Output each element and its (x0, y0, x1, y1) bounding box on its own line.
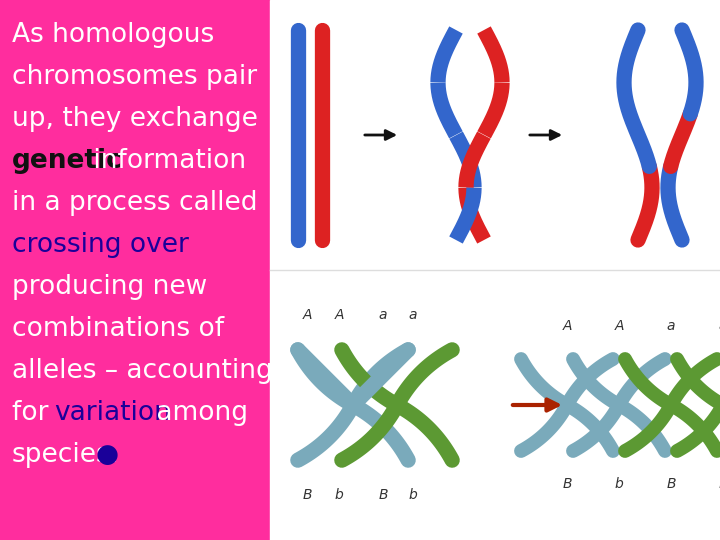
Text: alleles – accounting: alleles – accounting (12, 358, 273, 384)
Text: B: B (666, 477, 676, 491)
Text: information: information (85, 148, 246, 174)
Text: B: B (302, 488, 312, 502)
Text: ●: ● (96, 442, 119, 468)
Text: b: b (409, 488, 418, 502)
Text: variation: variation (54, 400, 171, 426)
Text: A: A (614, 319, 624, 333)
Text: a: a (379, 308, 387, 322)
Text: A: A (334, 308, 343, 322)
Text: B: B (378, 488, 388, 502)
Text: b: b (719, 477, 720, 491)
Text: chromosomes pair: chromosomes pair (12, 64, 257, 90)
Text: among: among (148, 400, 248, 426)
Text: up, they exchange: up, they exchange (12, 106, 258, 132)
Text: A: A (302, 308, 312, 322)
Text: crossing over: crossing over (12, 232, 189, 258)
Text: As homologous: As homologous (12, 22, 215, 48)
Text: a: a (409, 308, 418, 322)
Text: b: b (615, 477, 624, 491)
Text: species.: species. (12, 442, 120, 468)
Text: b: b (335, 488, 343, 502)
Bar (0, 0, 270, 540)
Text: a: a (719, 319, 720, 333)
Text: producing new: producing new (12, 274, 207, 300)
Text: for: for (12, 400, 57, 426)
Bar (270, 0, 720, 540)
Text: A: A (562, 319, 572, 333)
Text: combinations of: combinations of (12, 316, 224, 342)
Text: a: a (667, 319, 675, 333)
Text: B: B (562, 477, 572, 491)
Text: in a process called: in a process called (12, 190, 258, 216)
Text: genetic: genetic (12, 148, 122, 174)
